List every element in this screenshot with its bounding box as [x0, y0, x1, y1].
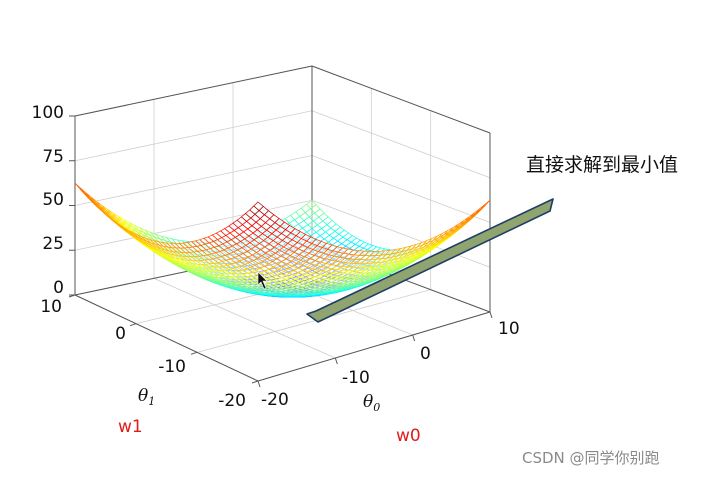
- theta0-tick-label: 0: [420, 344, 431, 364]
- theta0-axis-ticks: -20 -10 0 10: [261, 319, 520, 410]
- gridline: [311, 110, 491, 179]
- gridline: [311, 199, 491, 268]
- theta0-tick-label: -10: [342, 368, 370, 388]
- watermark: CSDN @同学你别跑: [522, 449, 660, 467]
- theta0-axis-label: θ0: [363, 392, 380, 414]
- theta1-tick-label: 10: [40, 297, 62, 317]
- gridline: [196, 289, 431, 353]
- z-axis-ticks: 100 75 50 25 0: [32, 103, 64, 298]
- box-edge: [74, 65, 313, 117]
- tick-mark: [334, 357, 338, 365]
- w0-alias-label: w0: [396, 426, 421, 446]
- gridline: [153, 277, 336, 359]
- theta1-tick-label: 0: [115, 324, 126, 344]
- tick-mark: [190, 351, 198, 355]
- box-edge: [311, 65, 491, 134]
- tick-mark: [257, 380, 261, 388]
- theta1-tick-label: -20: [218, 391, 246, 411]
- tick-mark: [129, 323, 137, 327]
- gridline: [74, 155, 313, 206]
- z-tick-label: 100: [32, 103, 64, 123]
- tick-mark: [412, 334, 416, 342]
- tick-mark: [489, 311, 493, 319]
- gridline: [74, 110, 313, 162]
- theta0-tick-label: -20: [261, 390, 289, 410]
- z-tick-label: 0: [53, 278, 64, 298]
- cost-surface: [74, 182, 491, 298]
- box-edge: [257, 311, 491, 382]
- w1-alias-label: w1: [118, 417, 143, 437]
- surface-patch: [253, 201, 264, 211]
- box-edge: [74, 294, 259, 382]
- theta0-tick-label: 10: [498, 319, 520, 339]
- theta1-axis-ticks: 10 0 -10 -20: [40, 297, 246, 411]
- z-tick-label: 75: [42, 147, 64, 167]
- cursor-arrow-icon: [257, 271, 268, 290]
- tick-mark: [251, 380, 259, 384]
- theta1-axis-label: θ1: [138, 386, 155, 408]
- annotation-text: 直接求解到最小值: [526, 154, 679, 176]
- z-tick-label: 25: [42, 234, 64, 254]
- gridline: [311, 155, 491, 223]
- z-tick-label: 50: [42, 190, 64, 210]
- theta1-tick-label: -10: [158, 357, 186, 377]
- axis-box-front: [68, 115, 493, 388]
- gridline: [74, 199, 313, 251]
- annotation-arrow: [306, 198, 554, 323]
